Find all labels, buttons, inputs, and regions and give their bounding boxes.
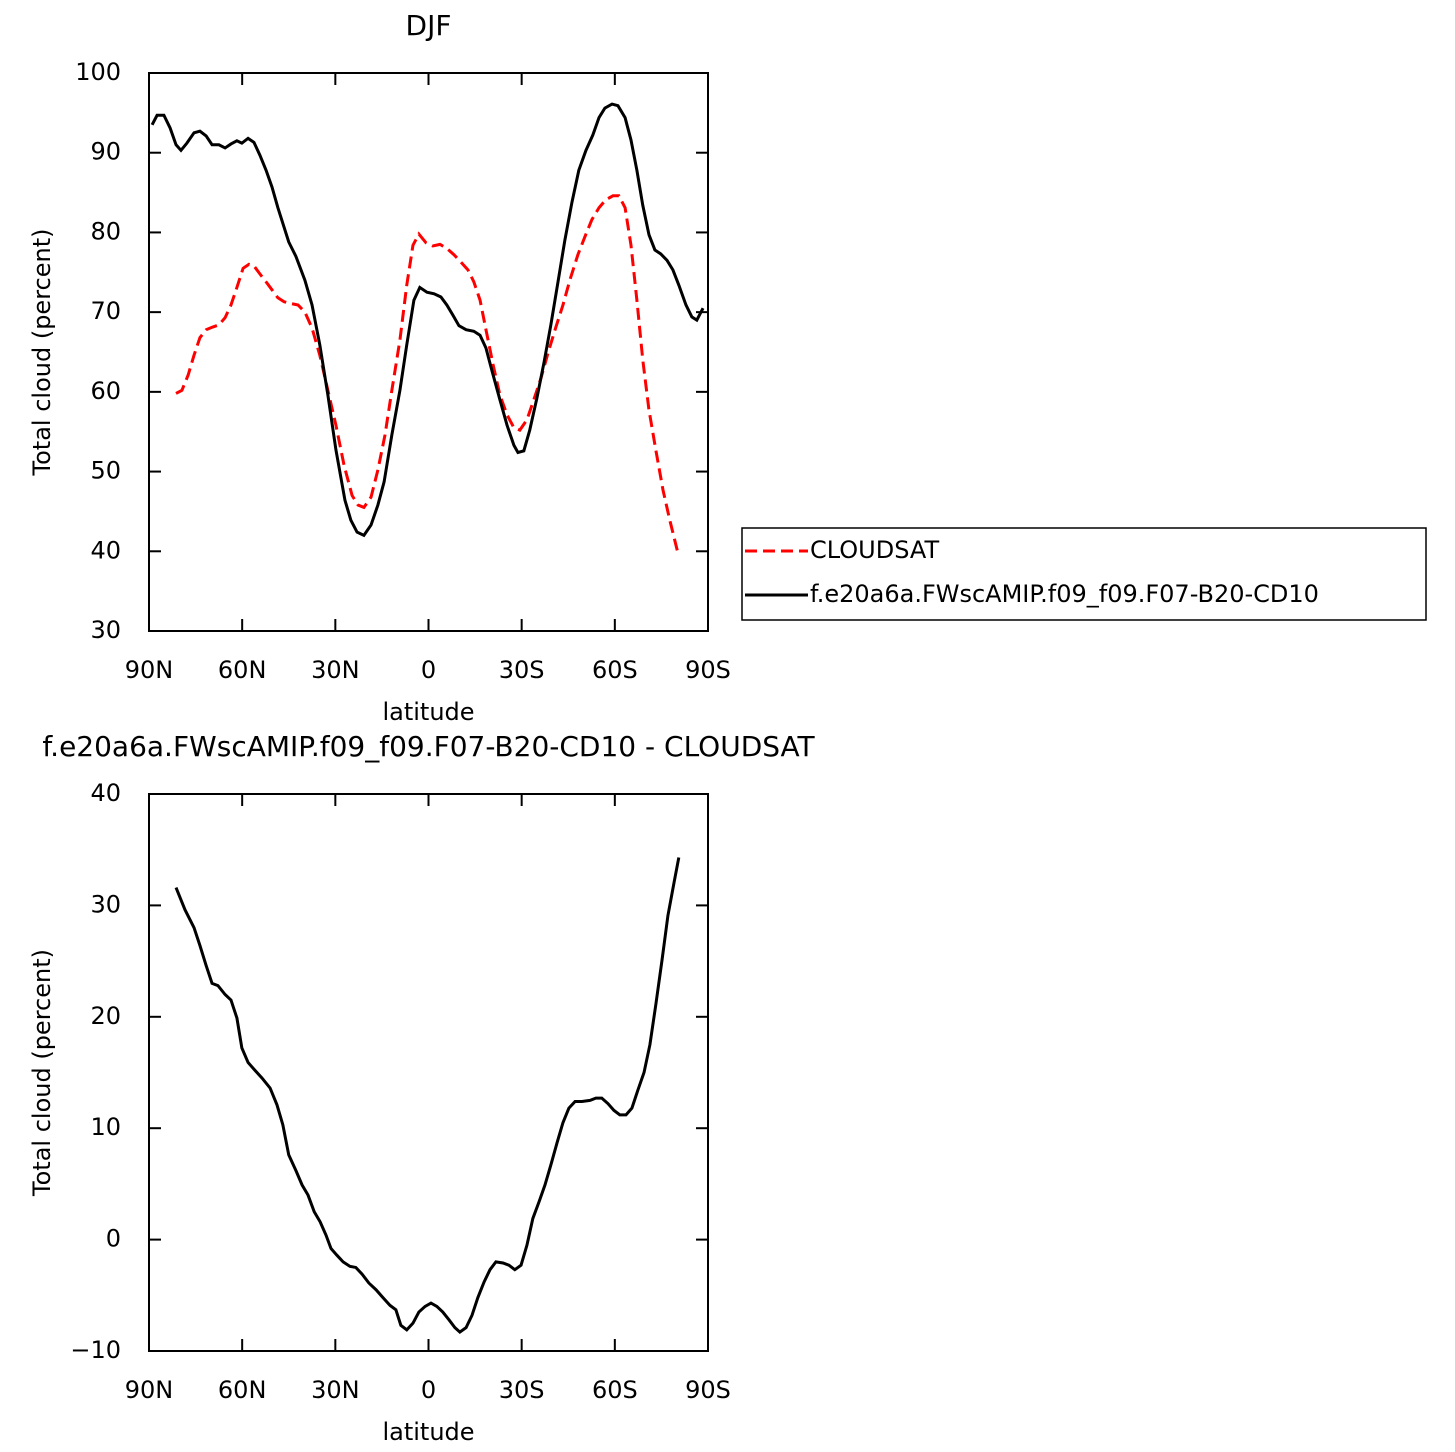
chart-title: DJF <box>406 9 452 42</box>
x-axis-label: latitude <box>382 1418 474 1446</box>
x-tick-label: 30S <box>499 656 545 684</box>
plot-frame <box>148 793 709 1352</box>
y-tick-label: 70 <box>90 297 121 325</box>
x-tick-label: 30N <box>311 1376 360 1404</box>
y-tick-label: 90 <box>90 138 121 166</box>
y-tick-label: 30 <box>90 616 121 644</box>
data-line <box>174 857 681 1334</box>
legend-label: CLOUDSAT <box>810 536 939 564</box>
y-axis-label: Total cloud (percent) <box>28 949 56 1197</box>
x-tick-label: 60N <box>218 1376 267 1404</box>
x-tick-label: 30N <box>311 656 360 684</box>
x-tick-label: 60S <box>592 656 638 684</box>
y-tick-label: 50 <box>90 457 121 485</box>
x-tick-label: 30S <box>499 1376 545 1404</box>
legend-label: f.e20a6a.FWscAMIP.f09_f09.F07-B20-CD10 <box>810 580 1319 608</box>
x-tick-label: 60S <box>592 1376 638 1404</box>
y-tick-label: 60 <box>90 377 121 405</box>
y-tick-label: 20 <box>90 1002 121 1030</box>
x-tick-label: 90N <box>125 656 174 684</box>
y-tick-label: 100 <box>75 58 121 86</box>
y-tick-label: 0 <box>106 1225 121 1253</box>
x-tick-label: 0 <box>421 1376 436 1404</box>
y-tick-label: 80 <box>90 217 121 245</box>
y-tick-label: 30 <box>90 890 121 918</box>
x-tick-label: 90S <box>685 656 731 684</box>
x-tick-label: 60N <box>218 656 267 684</box>
chart-title: f.e20a6a.FWscAMIP.f09_f09.F07-B20-CD10 -… <box>42 730 815 763</box>
y-tick-label: −10 <box>70 1336 121 1364</box>
x-tick-label: 90S <box>685 1376 731 1404</box>
data-line <box>150 102 705 538</box>
x-tick-label: 0 <box>421 656 436 684</box>
data-line <box>175 194 680 554</box>
y-tick-label: 40 <box>90 779 121 807</box>
y-tick-label: 40 <box>90 536 121 564</box>
plot-frame <box>148 72 709 632</box>
x-axis-label: latitude <box>382 698 474 726</box>
legend-box <box>741 527 1427 621</box>
y-tick-label: 10 <box>90 1113 121 1141</box>
y-axis-label: Total cloud (percent) <box>28 229 56 477</box>
x-tick-label: 90N <box>125 1376 174 1404</box>
